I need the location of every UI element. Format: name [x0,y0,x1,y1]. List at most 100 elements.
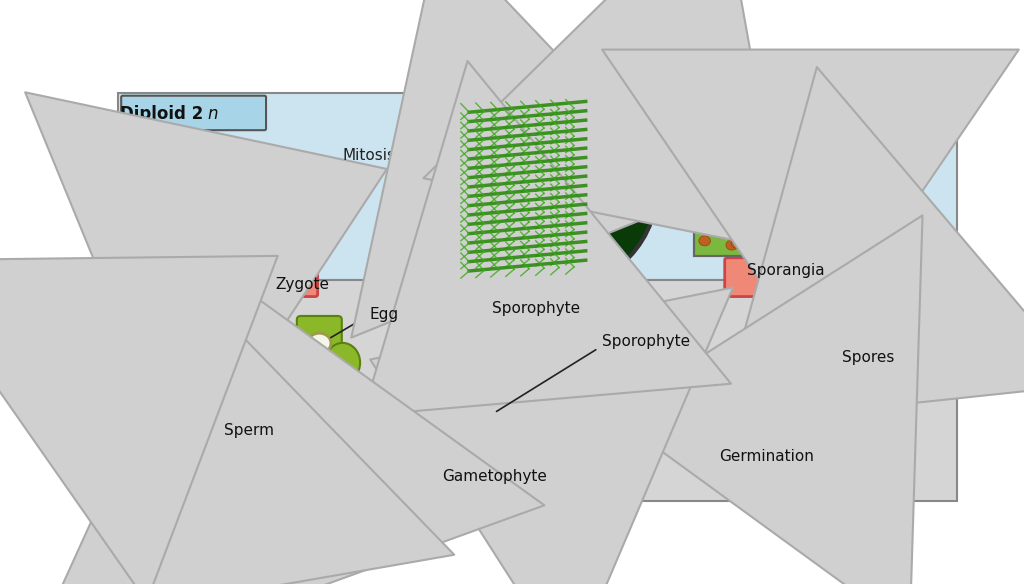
Ellipse shape [499,349,524,378]
Circle shape [803,230,814,241]
Circle shape [801,239,812,249]
Circle shape [774,150,785,160]
Text: Mitosis: Mitosis [605,384,658,399]
Circle shape [797,190,809,200]
Circle shape [307,333,331,353]
Circle shape [788,194,800,204]
Circle shape [740,199,752,208]
Circle shape [729,167,740,177]
Circle shape [854,230,865,240]
Text: Sperm: Sperm [223,423,273,439]
Bar [415,323,573,463]
Ellipse shape [673,408,701,429]
Text: Egg: Egg [370,307,398,322]
Circle shape [764,190,776,200]
Circle shape [800,178,811,188]
FancyBboxPatch shape [725,258,896,297]
Ellipse shape [783,344,805,367]
Circle shape [780,192,793,201]
Text: MEIOSIS: MEIOSIS [768,268,853,286]
Circle shape [847,150,858,160]
Circle shape [726,240,737,250]
Circle shape [744,218,757,228]
Ellipse shape [282,384,348,427]
Ellipse shape [279,343,313,383]
Text: n: n [207,105,217,123]
Circle shape [701,211,714,221]
Ellipse shape [509,350,549,392]
Circle shape [853,190,865,200]
Ellipse shape [440,357,478,401]
Circle shape [711,218,722,228]
Circle shape [722,218,734,228]
Ellipse shape [415,87,656,296]
Circle shape [824,227,836,237]
Ellipse shape [468,344,493,374]
Circle shape [750,175,761,185]
Circle shape [743,206,756,215]
Circle shape [829,235,842,245]
Ellipse shape [791,361,813,383]
Circle shape [697,209,709,219]
Ellipse shape [800,332,821,354]
Ellipse shape [530,345,556,375]
Circle shape [773,183,785,193]
Bar [694,145,877,256]
Text: Diploid 2: Diploid 2 [120,105,203,123]
Ellipse shape [254,210,318,266]
Circle shape [798,205,810,215]
Circle shape [746,168,758,178]
Circle shape [761,204,772,214]
Circle shape [846,206,857,215]
Text: Sporangia: Sporangia [746,263,824,278]
Circle shape [709,204,720,214]
Ellipse shape [486,356,525,399]
Text: Spores: Spores [842,350,895,365]
Text: Zygote: Zygote [275,277,330,292]
Ellipse shape [243,200,330,276]
Circle shape [748,212,760,222]
Text: Gametophyte: Gametophyte [441,468,547,484]
Ellipse shape [276,408,312,447]
FancyBboxPatch shape [297,316,342,373]
Circle shape [803,194,815,204]
Circle shape [846,236,858,246]
Ellipse shape [688,431,720,464]
FancyBboxPatch shape [121,96,266,130]
Circle shape [813,179,825,189]
Bar [118,93,957,280]
Circle shape [706,197,717,207]
Ellipse shape [656,405,701,452]
Circle shape [776,233,788,243]
Ellipse shape [326,343,360,383]
Circle shape [719,158,730,168]
Text: Sporophyte: Sporophyte [602,333,690,349]
Circle shape [698,236,711,246]
Circle shape [749,154,760,164]
Circle shape [731,238,742,248]
Circle shape [823,149,836,159]
Circle shape [792,225,804,235]
Text: n: n [203,470,213,488]
Ellipse shape [436,338,461,369]
Circle shape [808,237,819,246]
Ellipse shape [288,429,342,454]
Text: FERTILIZATION: FERTILIZATION [151,268,300,286]
Circle shape [854,230,865,239]
Circle shape [766,151,777,161]
Ellipse shape [268,225,303,255]
Circle shape [716,173,727,183]
Circle shape [766,188,778,198]
Ellipse shape [534,352,571,395]
Ellipse shape [806,347,828,370]
Ellipse shape [463,336,502,380]
Circle shape [775,226,786,236]
Bar [694,145,877,256]
Ellipse shape [417,355,455,399]
Text: Haploid 1: Haploid 1 [115,470,204,488]
Circle shape [696,197,709,207]
Circle shape [753,242,764,252]
Circle shape [824,162,836,172]
Text: Germination: Germination [719,449,814,464]
FancyBboxPatch shape [134,258,317,297]
